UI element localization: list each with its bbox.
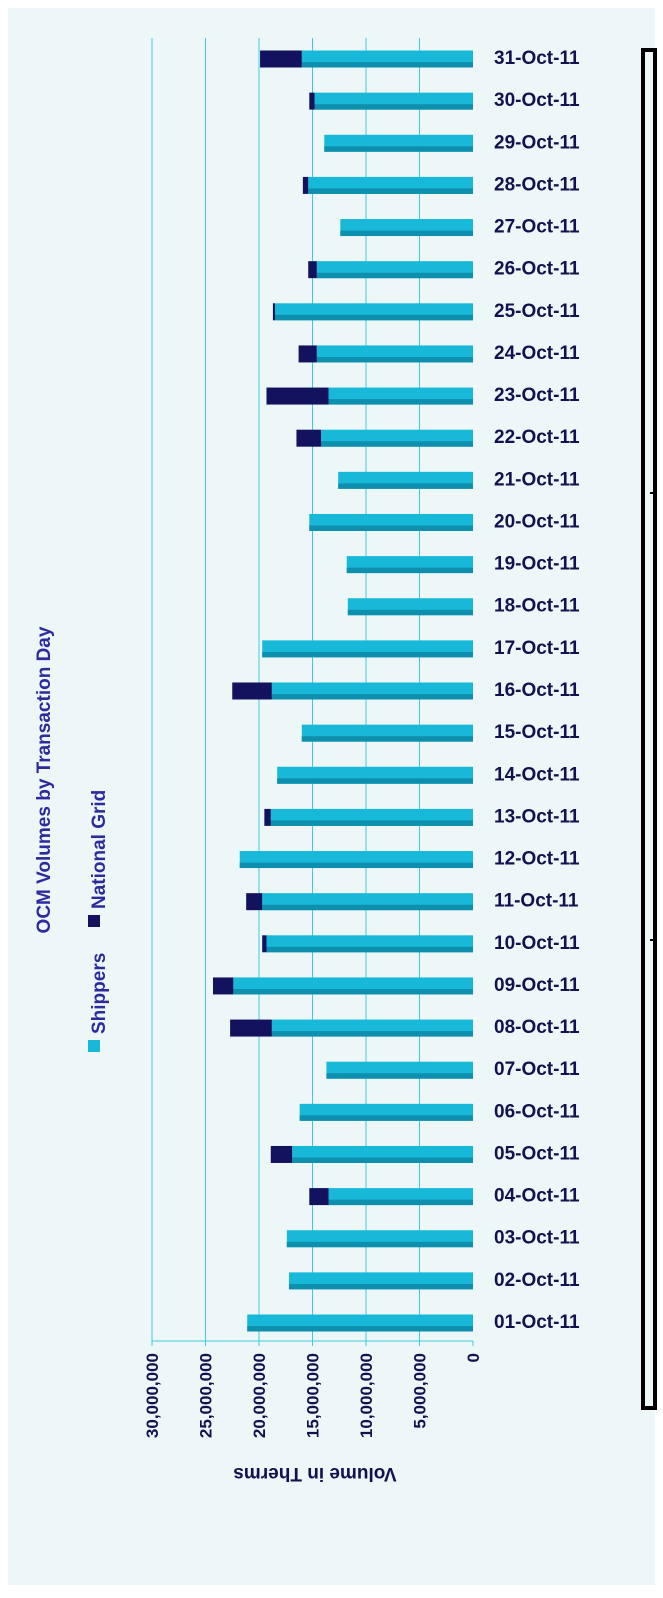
value-tick-label: 30,000,000 <box>143 1353 162 1438</box>
category-label: 19-Oct-11 <box>494 554 580 575</box>
bar-shippers-shade <box>286 1241 473 1248</box>
bar-national-grid <box>230 1019 272 1037</box>
chart-title: OCM Volumes by Transaction Day <box>34 626 55 933</box>
category-label: 16-Oct-11 <box>494 680 580 701</box>
bar-shippers-shade <box>233 988 473 995</box>
bar-national-grid <box>266 387 329 405</box>
category-label: 20-Oct-11 <box>494 511 580 532</box>
category-label: 02-Oct-11 <box>494 1270 580 1291</box>
legend: Shippers National Grid <box>88 790 110 1052</box>
value-axis-title: Volume in Therms <box>233 1463 396 1484</box>
bar-national-grid <box>302 176 309 194</box>
bar-shippers-shade <box>299 1115 473 1121</box>
bar-shippers-shade <box>326 1073 473 1079</box>
bar-shippers-shade <box>309 525 473 531</box>
bar-shippers-shade <box>347 609 473 616</box>
category-label: 13-Oct-11 <box>494 806 580 827</box>
value-tick-label: 10,000,000 <box>357 1353 376 1438</box>
bar-shippers-shade <box>340 230 473 237</box>
bars-layer <box>212 50 473 1332</box>
bar-shippers-shade <box>324 146 473 152</box>
category-labels: 01-Oct-11 02-Oct-11 03-Oct-11 04-Oct-11 05-O… <box>494 48 580 1333</box>
category-label: 21-Oct-11 <box>494 469 580 490</box>
bar-national-grid <box>262 935 267 953</box>
value-tick-label: 0 <box>464 1353 483 1362</box>
category-label: 12-Oct-11 <box>494 849 580 870</box>
bar-national-grid <box>298 345 317 363</box>
category-label: 31-Oct-11 <box>494 48 580 69</box>
bar-national-grid <box>309 1188 329 1206</box>
bar-shippers-shade <box>262 651 473 658</box>
bar-shippers-shade <box>262 904 473 911</box>
bar-national-grid <box>272 303 276 321</box>
category-label: 09-Oct-11 <box>494 975 580 996</box>
category-label: 15-Oct-11 <box>494 722 580 743</box>
category-label: 11-Oct-11 <box>494 891 579 912</box>
category-label: 03-Oct-11 <box>494 1228 580 1249</box>
category-label: 04-Oct-11 <box>494 1186 580 1207</box>
bar-shippers-shade <box>314 104 473 110</box>
bar-national-grid <box>260 50 302 68</box>
bar-shippers-shade <box>239 862 473 869</box>
category-label: 17-Oct-11 <box>494 638 580 659</box>
bar-shippers-shade <box>338 483 473 489</box>
value-tick-label: 25,000,000 <box>197 1353 216 1438</box>
category-label: 10-Oct-11 <box>494 933 580 954</box>
category-label: 28-Oct-11 <box>494 174 580 195</box>
category-label: 14-Oct-11 <box>494 764 580 785</box>
right-frame <box>641 48 657 1410</box>
bar-shippers-shade <box>277 778 473 784</box>
legend-swatch-national-grid <box>88 915 100 927</box>
bar-shippers-shade <box>301 62 473 68</box>
category-label: 06-Oct-11 <box>494 1101 580 1122</box>
category-label: 27-Oct-11 <box>494 217 580 238</box>
bar-national-grid <box>212 977 234 995</box>
legend-label-shippers: Shippers <box>89 953 110 1034</box>
bar-national-grid <box>296 429 322 447</box>
category-label: 08-Oct-11 <box>494 1017 580 1038</box>
legend-swatch-shippers <box>88 1040 100 1052</box>
bar-shippers-shade <box>316 356 473 363</box>
bar-national-grid <box>309 92 315 110</box>
bar-shippers-shade <box>270 820 473 826</box>
category-label: 30-Oct-11 <box>494 90 580 111</box>
bar-shippers-shade <box>292 1157 473 1163</box>
legend-label-national-grid: National Grid <box>89 790 110 909</box>
bar-shippers-shade <box>266 946 473 953</box>
bar-national-grid <box>270 1145 293 1163</box>
category-label: 05-Oct-11 <box>494 1143 580 1164</box>
category-label: 29-Oct-11 <box>494 132 580 153</box>
bar-national-grid <box>232 682 272 700</box>
category-label: 24-Oct-11 <box>494 343 580 364</box>
ticks-layer: 0 5,000,000 10,000,000 15,000,000 20,000,000… <box>143 1353 483 1438</box>
bar-national-grid <box>308 261 317 279</box>
bar-shippers-shade <box>346 567 473 574</box>
bar-shippers-shade <box>321 441 473 447</box>
category-label: 22-Oct-11 <box>494 427 580 448</box>
bar-shippers-shade <box>328 399 473 405</box>
value-tick-label: 20,000,000 <box>250 1353 269 1438</box>
category-label: 26-Oct-11 <box>494 259 580 280</box>
value-tick-label: 5,000,000 <box>411 1353 430 1429</box>
value-tick-label: 15,000,000 <box>304 1353 323 1438</box>
bar-shippers-shade <box>301 736 473 742</box>
category-label: 01-Oct-11 <box>494 1312 580 1333</box>
category-label: 18-Oct-11 <box>494 596 580 617</box>
bar-shippers-shade <box>271 694 473 700</box>
category-label: 23-Oct-11 <box>494 385 580 406</box>
category-label: 25-Oct-11 <box>494 301 580 322</box>
bar-shippers-shade <box>308 188 473 194</box>
bar-shippers-shade <box>328 1199 473 1206</box>
bar-national-grid <box>264 808 271 826</box>
bar-shippers-shade <box>288 1283 473 1290</box>
bar-shippers-shade <box>316 272 473 279</box>
category-label: 07-Oct-11 <box>494 1059 580 1080</box>
bar-national-grid <box>246 893 263 911</box>
bar-shippers-shade <box>271 1031 473 1037</box>
bar-shippers-shade <box>247 1326 473 1332</box>
bar-shippers-shade <box>275 314 473 321</box>
